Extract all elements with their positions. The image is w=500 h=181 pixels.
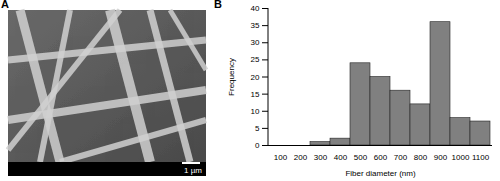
svg-text:30: 30: [251, 38, 260, 47]
svg-text:100: 100: [274, 153, 288, 162]
svg-text:40: 40: [251, 4, 260, 13]
svg-text:900: 900: [434, 153, 448, 162]
svg-text:25: 25: [251, 55, 260, 64]
svg-text:Frequency: Frequency: [227, 58, 236, 96]
svg-text:35: 35: [251, 21, 260, 30]
svg-text:400: 400: [334, 153, 348, 162]
svg-text:1 µm: 1 µm: [184, 166, 202, 175]
svg-text:1100: 1100: [472, 153, 490, 162]
svg-text:Fiber diameter (nm): Fiber diameter (nm): [345, 169, 416, 178]
svg-text:1000: 1000: [452, 153, 470, 162]
svg-text:5: 5: [255, 124, 260, 133]
svg-text:700: 700: [394, 153, 408, 162]
svg-text:800: 800: [414, 153, 428, 162]
svg-text:600: 600: [374, 153, 388, 162]
svg-text:0: 0: [255, 141, 260, 150]
svg-text:15: 15: [251, 90, 260, 99]
svg-text:10: 10: [251, 107, 260, 116]
svg-text:300: 300: [314, 153, 328, 162]
svg-text:200: 200: [294, 153, 308, 162]
svg-text:20: 20: [251, 73, 260, 82]
svg-text:500: 500: [354, 153, 368, 162]
